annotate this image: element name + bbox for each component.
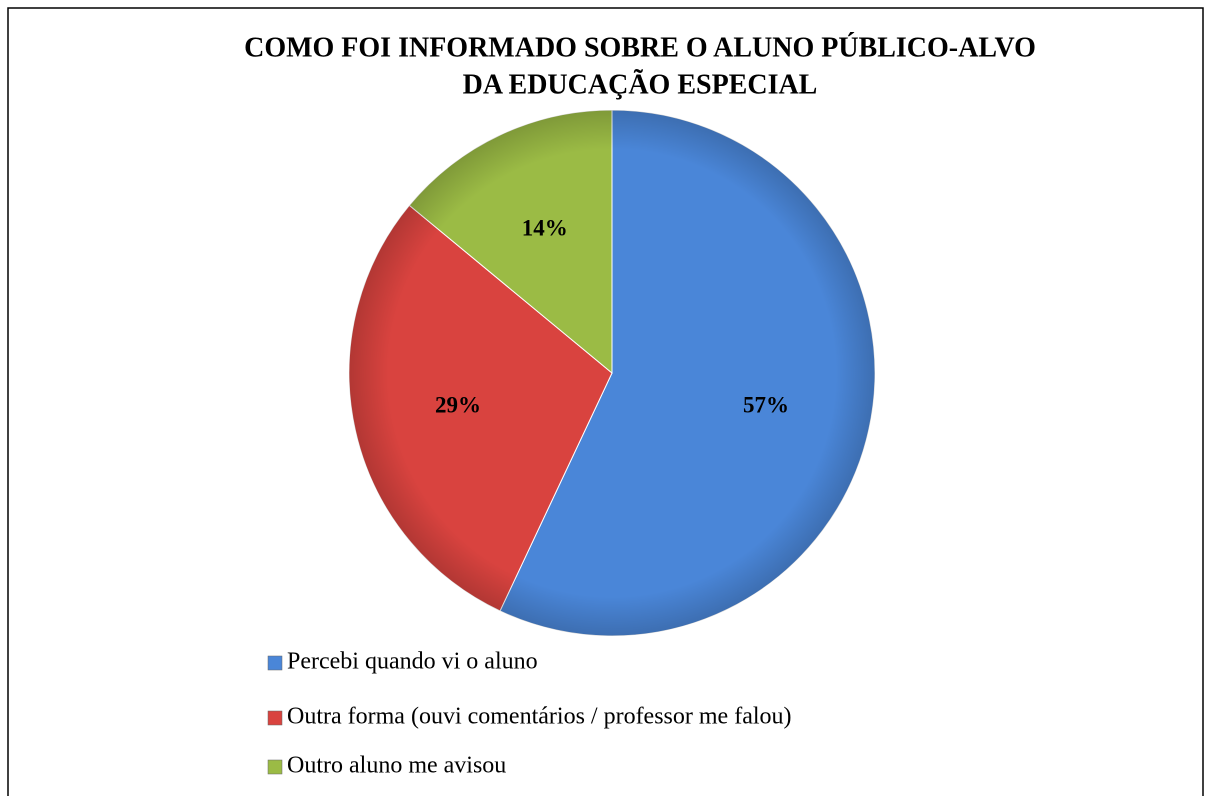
chart-title: DA EDUCAÇÃO ESPECIAL (463, 69, 818, 100)
data-label: 14% (522, 215, 568, 240)
legend-swatch (267, 710, 283, 726)
legend-label: Outro aluno me avisou (287, 753, 506, 779)
data-label: 29% (435, 393, 481, 418)
legend-label: Percebi quando vi o aluno (287, 649, 538, 675)
data-label: 57% (743, 393, 789, 418)
frame (7, 7, 1204, 796)
chart-title: COMO FOI INFORMADO SOBRE O ALUNO PÚBLICO… (244, 32, 1036, 63)
legend-label: Outra forma (ouvi comentários / professo… (287, 704, 792, 730)
legend-swatch (267, 655, 283, 671)
legend-swatch (267, 759, 283, 775)
